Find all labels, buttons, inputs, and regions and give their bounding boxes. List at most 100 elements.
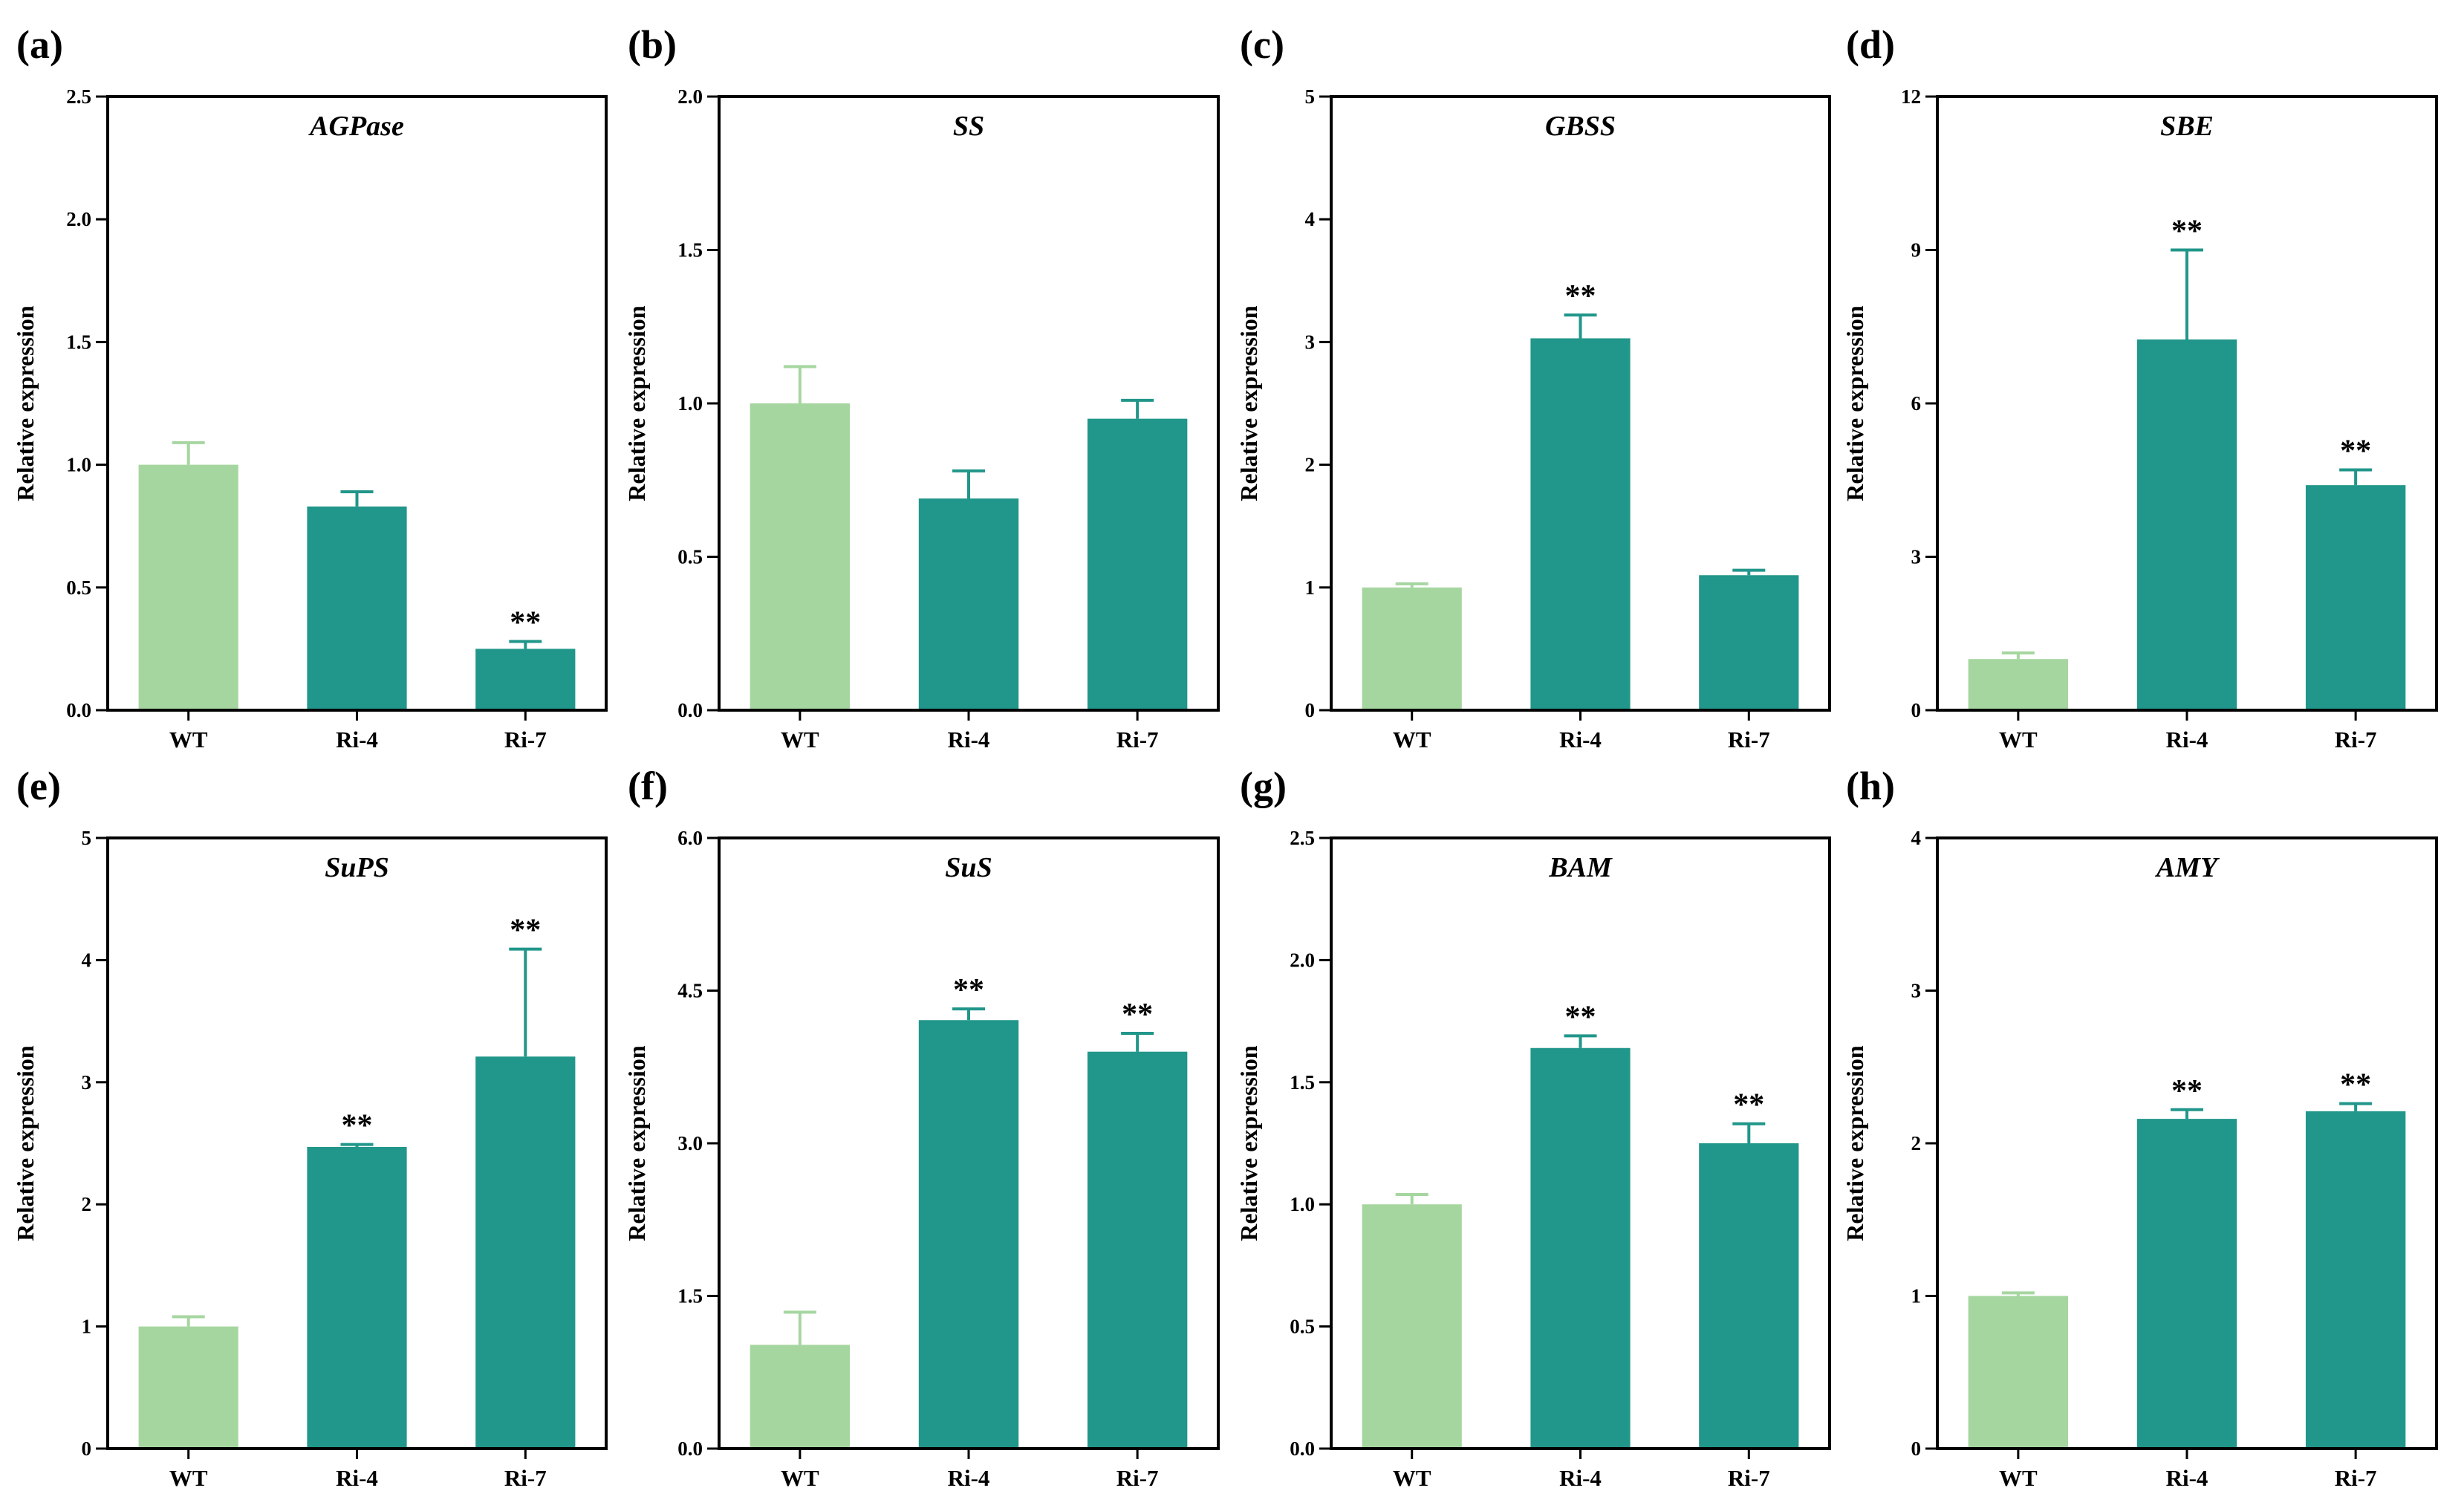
bar (1530, 338, 1631, 710)
panel-label: (d) (1846, 22, 1895, 67)
y-tick-label: 0.0 (677, 1437, 703, 1460)
chart-title: GBSS (1545, 111, 1616, 142)
bar (918, 498, 1019, 710)
plot-frame (1936, 95, 2438, 712)
x-tick-label: WT (1999, 1465, 2038, 1491)
chart-title: SS (953, 111, 984, 142)
y-tick-label: 1.0 (66, 454, 91, 476)
y-tick-label: 0.0 (677, 699, 703, 721)
panel-label: (h) (1846, 764, 1895, 808)
y-tick-label: 0 (1911, 699, 1922, 721)
y-axis-label: Relative expression (12, 1045, 39, 1241)
x-tick-label: Ri-4 (336, 727, 378, 753)
panel-label: (b) (628, 22, 677, 67)
bar (1699, 575, 1799, 710)
y-tick-label: 2 (82, 1193, 92, 1215)
chart-title: AMY (2155, 852, 2220, 883)
panel-label: (a) (16, 22, 63, 67)
bar (1968, 659, 2069, 710)
x-tick-label: WT (1393, 727, 1431, 753)
y-tick-label: 4 (1911, 827, 1922, 849)
x-tick-label: Ri-4 (948, 1465, 990, 1491)
chart-panel-h: (h) AMY Relative expression 0 1 2 3 4 WT ** Ri-4 **… (1842, 764, 2438, 1491)
bar (1968, 1296, 2069, 1449)
x-tick-label: Ri-7 (504, 1465, 547, 1491)
bar (138, 464, 238, 710)
y-tick-label: 2.5 (1290, 827, 1315, 849)
x-tick-label: Ri-7 (1728, 727, 1770, 753)
chart-panel-e: (e) SuPS Relative expression 0 1 2 3 4 5 WT ** Ri-4… (12, 764, 608, 1491)
panel-label: (f) (628, 764, 668, 808)
y-axis-label: Relative expression (1842, 305, 1868, 501)
y-tick-label: 3 (1911, 546, 1922, 568)
chart-panel-f: (f) SuS Relative expression 0.0 1.5 3.0 4.5 6.0… (623, 764, 1220, 1491)
x-tick-label: Ri-4 (2166, 1465, 2208, 1491)
y-tick-label: 1.5 (1290, 1071, 1315, 1094)
significance-marker: ** (510, 605, 541, 640)
y-axis-label: Relative expression (1235, 1045, 1262, 1241)
y-tick-label: 4 (1305, 208, 1316, 230)
y-tick-label: 1.5 (677, 239, 703, 261)
bar (307, 506, 407, 710)
panel-label: (c) (1240, 22, 1284, 67)
x-tick-label: WT (1999, 727, 2038, 753)
y-tick-label: 2 (1911, 1132, 1922, 1154)
bar (1087, 1051, 1188, 1449)
y-axis-label: Relative expression (12, 305, 39, 501)
bar (1087, 418, 1188, 710)
y-tick-label: 1 (1911, 1285, 1922, 1307)
y-tick-label: 1 (82, 1316, 92, 1338)
x-tick-label: Ri-4 (948, 727, 990, 753)
chart-title: SuPS (325, 852, 389, 883)
y-tick-label: 1.5 (677, 1285, 703, 1307)
y-tick-label: 1.0 (1290, 1193, 1315, 1215)
bar (2136, 1119, 2237, 1449)
significance-marker: ** (1565, 279, 1596, 313)
y-tick-label: 4.5 (677, 980, 703, 1002)
y-tick-label: 4 (82, 949, 92, 971)
y-tick-label: 2.5 (66, 85, 91, 108)
significance-marker: ** (1733, 1088, 1764, 1122)
y-tick-label: 2.0 (66, 208, 91, 230)
significance-marker: ** (510, 914, 541, 948)
bar (750, 1345, 851, 1449)
y-tick-label: 0.5 (1290, 1316, 1315, 1338)
bar (307, 1146, 407, 1449)
chart-panel-b: (b) SS Relative expression 0.0 0.5 1.0 1.5 2.0 W… (623, 22, 1220, 753)
y-axis-label: Relative expression (1235, 305, 1262, 501)
x-tick-label: WT (169, 1465, 208, 1491)
y-tick-label: 0 (82, 1437, 92, 1460)
x-tick-label: WT (781, 727, 819, 753)
x-tick-label: Ri-7 (1116, 727, 1159, 753)
x-tick-label: Ri-4 (2166, 727, 2208, 753)
y-tick-label: 0 (1305, 699, 1316, 721)
bar (138, 1326, 238, 1449)
x-tick-label: Ri-7 (2335, 1465, 2377, 1491)
y-tick-label: 0.0 (66, 699, 91, 721)
plot-frame (106, 836, 608, 1450)
y-tick-label: 0 (1911, 1437, 1922, 1460)
plot-frame (1330, 836, 1831, 1450)
bar (1362, 1204, 1462, 1449)
significance-marker: ** (342, 1109, 373, 1143)
y-tick-label: 3.0 (677, 1132, 703, 1154)
chart-panel-a: (a) AGPase Relative expression 0.0 0.5 1.0 1.5… (12, 22, 608, 753)
bar (1699, 1143, 1799, 1449)
bar (2305, 1111, 2406, 1449)
y-tick-label: 0.5 (677, 546, 703, 568)
x-tick-label: Ri-7 (2335, 727, 2377, 753)
chart-title: SBE (2160, 111, 2214, 142)
y-tick-label: 3 (1911, 980, 1922, 1002)
chart-panel-d: (d) SBE Relative expression 0 3 6 9 12 WT ** Ri-4 *… (1842, 22, 2438, 753)
y-tick-label: 5 (82, 827, 92, 849)
bar (475, 649, 576, 710)
significance-marker: ** (2171, 215, 2203, 249)
y-tick-label: 3 (1305, 331, 1316, 353)
plot-frame (1330, 95, 1831, 712)
x-tick-label: Ri-4 (336, 1465, 378, 1491)
y-tick-label: 6 (1911, 392, 1922, 415)
plot-frame (1936, 836, 2438, 1450)
y-tick-label: 5 (1305, 85, 1316, 108)
significance-marker: ** (2340, 1068, 2371, 1102)
bar (475, 1056, 576, 1449)
